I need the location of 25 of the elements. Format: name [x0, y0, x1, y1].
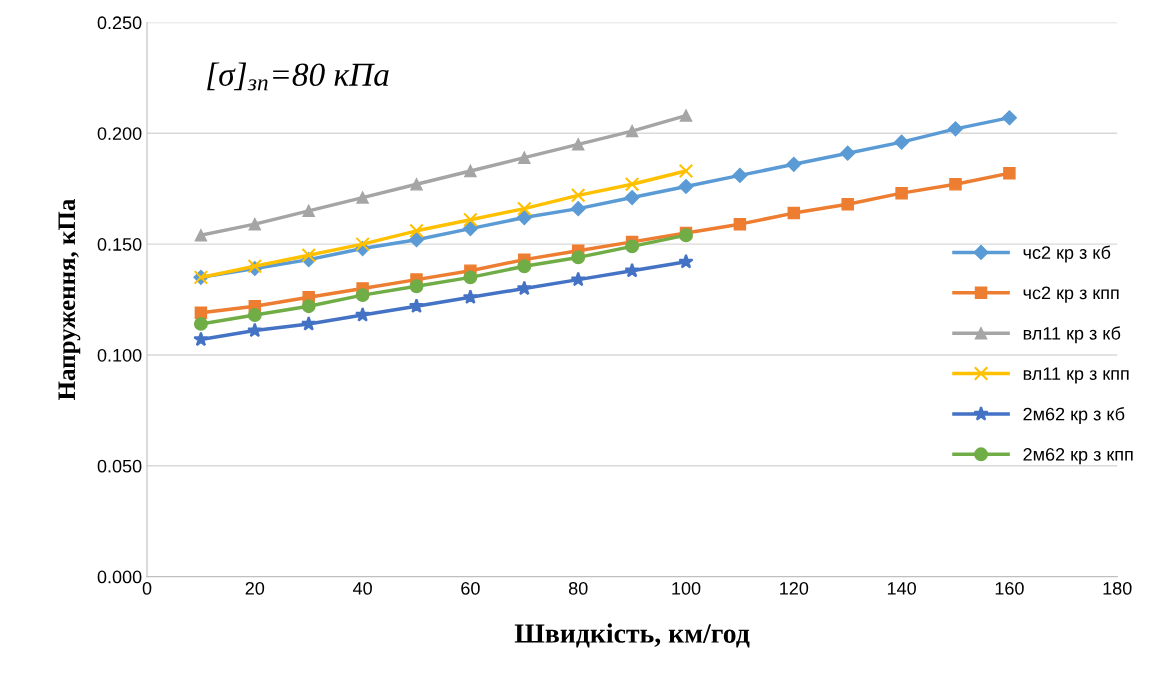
y-tick-label: 0.100 — [97, 348, 142, 362]
x-tick-label: 40 — [352, 581, 372, 595]
legend-label: 2м62 кр з кб — [1023, 407, 1125, 425]
x-tick-label: 60 — [461, 581, 480, 595]
x-tick-label: 0 — [142, 581, 152, 595]
annotation: [σ]$_{зп}$=80 кПа — [207, 62, 389, 91]
legend-label: вл11 кр з кб — [1023, 326, 1121, 344]
x-tick-label: 180 — [1103, 581, 1132, 595]
x-tick-label: 20 — [245, 581, 265, 595]
y-tick-label: 0.150 — [97, 238, 142, 251]
legend-label: вл11 кр з кпп — [1023, 367, 1129, 384]
legend-label: чс2 кр з кпп — [1023, 286, 1119, 303]
x-tick-label: 100 — [672, 581, 701, 595]
y-tick-label: 0.000 — [97, 570, 142, 584]
y-axis-title: Напруження, кПа — [58, 199, 81, 401]
x-axis-title: Швидкість, км/год — [514, 623, 750, 648]
x-tick-label: 160 — [995, 581, 1024, 595]
legend-label: 2м62 кр з кпп — [1023, 448, 1133, 465]
x-tick-label: 80 — [568, 581, 588, 595]
x-tick-label: 120 — [780, 581, 809, 595]
y-tick-label: 0.200 — [97, 127, 142, 140]
x-tick-label: 140 — [887, 581, 916, 595]
legend-label: чс2 кр з кб — [1023, 245, 1111, 263]
y-tick-label: 0.250 — [97, 16, 142, 30]
y-tick-label: 0.050 — [97, 459, 142, 473]
